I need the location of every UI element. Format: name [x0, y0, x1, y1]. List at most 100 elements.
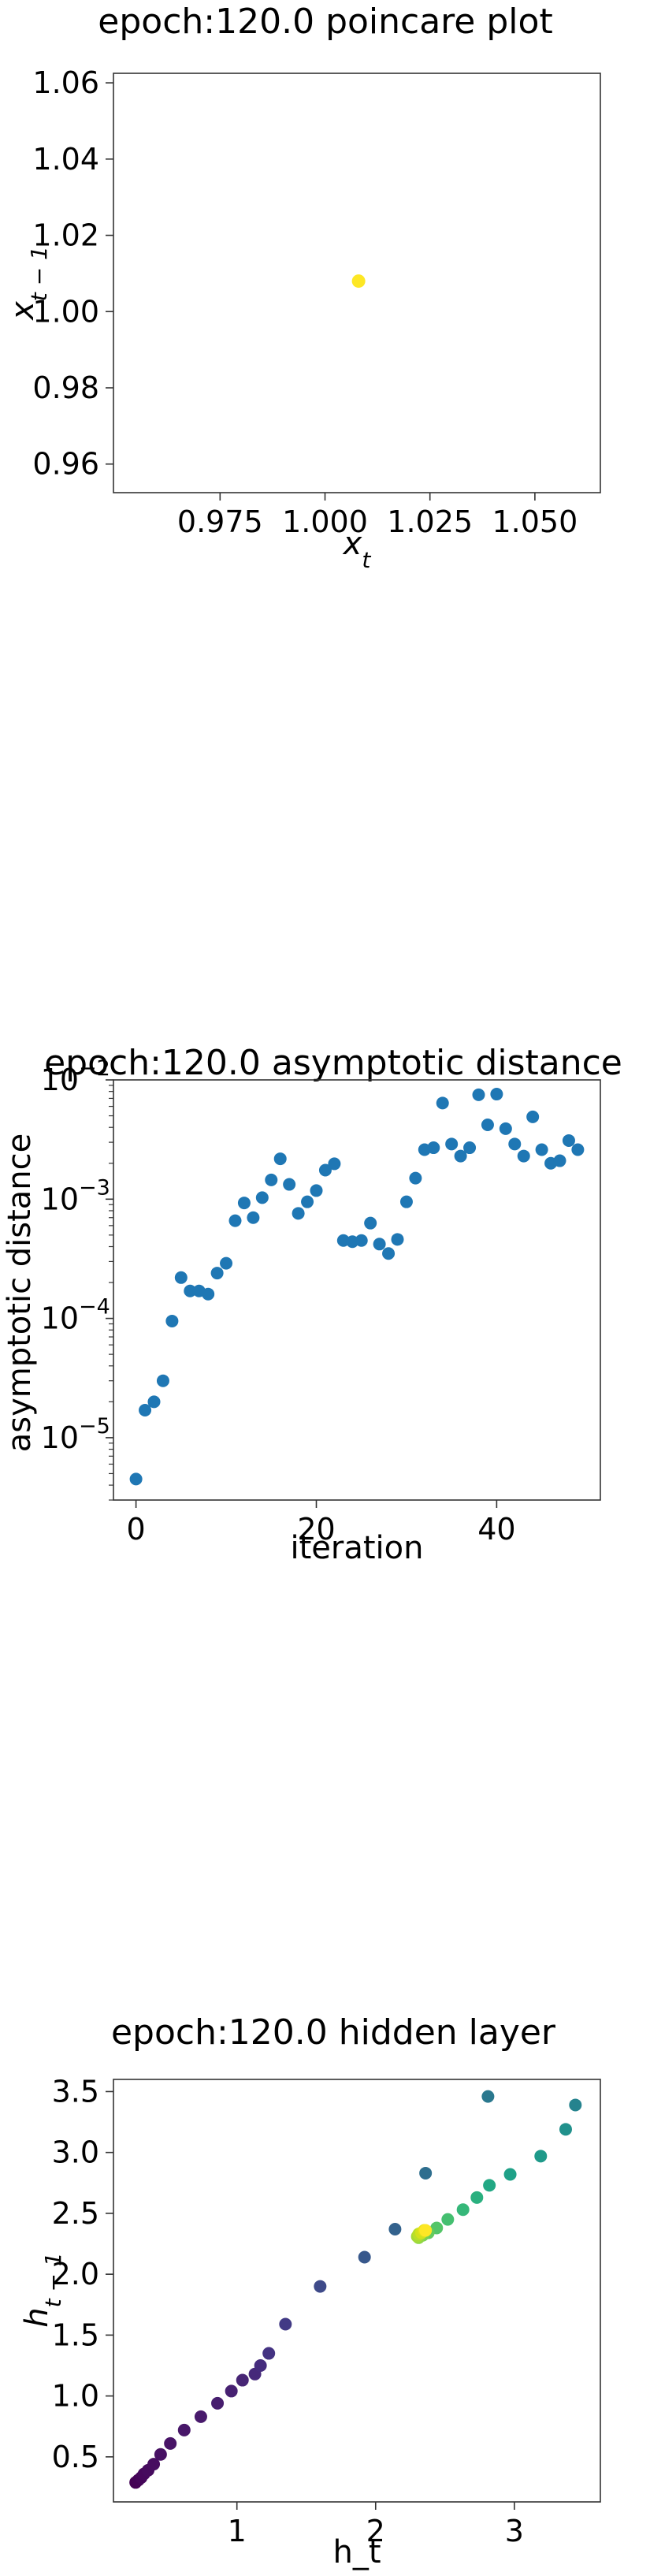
distance-x-ticks: 0 20 40: [127, 1500, 516, 1547]
x-tick-label: 1.000: [282, 504, 368, 539]
data-point: [156, 1374, 169, 1387]
y-tick-label: 1.00: [32, 294, 99, 329]
poincare-y-ticks: 0.96 0.98 1.00 1.02 1.04 1.06: [32, 65, 113, 482]
x-tick-label: 20: [297, 1512, 335, 1547]
y-tick-label: 3.0: [52, 2135, 99, 2170]
data-point: [154, 2448, 167, 2461]
data-point: [534, 2150, 548, 2163]
data-point: [164, 2436, 177, 2450]
data-point: [292, 1207, 305, 1220]
data-point: [445, 1137, 459, 1151]
data-point: [318, 1163, 332, 1177]
data-point: [373, 1238, 386, 1251]
data-point: [483, 2179, 496, 2192]
y-tick-label: 1.04: [32, 142, 99, 177]
y-tick-exponent: −2: [79, 1056, 110, 1081]
data-point: [355, 1234, 368, 1247]
data-point: [236, 2373, 249, 2387]
x-tick-label: 2: [366, 2514, 385, 2548]
x-tick-label: 40: [477, 1512, 515, 1547]
data-point: [184, 1284, 197, 1297]
data-point: [481, 1119, 494, 1132]
data-point: [310, 1184, 323, 1197]
poincare-title: epoch:120.0 poincare plot: [98, 2, 552, 42]
data-point: [358, 2250, 371, 2264]
poincare-points: [351, 274, 366, 288]
data-point: [508, 1137, 522, 1151]
y-tick-label: 0.98: [32, 370, 99, 405]
data-point: [283, 1178, 296, 1191]
y-tick-label: 0.96: [32, 447, 99, 482]
data-point: [490, 1088, 503, 1101]
data-point: [553, 1154, 566, 1167]
data-point: [211, 2396, 225, 2410]
data-point: [569, 2098, 582, 2112]
y-tick-label: 10: [41, 1420, 79, 1455]
data-point: [391, 1233, 404, 1246]
data-point: [454, 1149, 467, 1163]
data-point: [220, 1256, 233, 1270]
data-point: [147, 1395, 161, 1409]
data-point: [499, 1122, 512, 1135]
data-point: [247, 1211, 260, 1224]
hidden-title: epoch:120.0 hidden layer: [111, 2012, 556, 2053]
x-tick-label: 1.025: [387, 504, 473, 539]
y-tick-label: 2.5: [52, 2196, 99, 2231]
data-point: [174, 1271, 188, 1284]
distance-plot-area: [113, 1079, 601, 1501]
data-point: [456, 2203, 470, 2217]
distance-ylabel: asymptotic distance: [2, 1134, 38, 1453]
data-point: [571, 1143, 585, 1156]
data-point: [225, 2384, 238, 2398]
data-point: [503, 2168, 517, 2181]
x-tick-label: 3: [505, 2514, 524, 2548]
data-point: [147, 2458, 161, 2471]
data-point: [273, 1152, 287, 1166]
data-point: [419, 2224, 433, 2237]
hidden-x-ticks: 1 2 3: [228, 2502, 524, 2548]
data-point: [301, 1195, 314, 1208]
data-point: [441, 2213, 455, 2226]
data-point: [228, 1214, 242, 1227]
data-point: [535, 1143, 548, 1156]
data-point: [481, 2090, 495, 2103]
data-point: [526, 1110, 540, 1123]
data-point: [165, 1314, 179, 1327]
data-point: [382, 1247, 396, 1260]
x-tick-label: 0: [127, 1512, 146, 1547]
data-point: [559, 2123, 572, 2136]
data-point: [562, 1134, 575, 1147]
y-tick-label: 2.0: [52, 2257, 99, 2291]
data-point: [328, 1157, 341, 1171]
data-point: [237, 1197, 251, 1210]
hidden-chart: epoch:120.0 hidden layer 1 2 3 0.5 1.0 1.5 2.…: [19, 2012, 601, 2570]
data-point: [472, 1088, 485, 1101]
y-tick-exponent: −3: [79, 1175, 110, 1200]
data-point: [265, 1173, 278, 1186]
y-tick-label: 10: [41, 1182, 79, 1216]
hidden-ylabel: ht − 1: [19, 2252, 66, 2327]
x-tick-label: 1.050: [492, 504, 578, 539]
data-point: [279, 2317, 292, 2331]
data-point: [409, 1171, 422, 1185]
data-point: [254, 2358, 267, 2372]
data-point: [202, 1287, 215, 1301]
data-point: [262, 2347, 276, 2360]
y-tick-label: 10: [41, 1301, 79, 1336]
distance-xlabel: iteration: [291, 1530, 424, 1566]
distance-y-ticks: 10−510−410−310−2: [41, 1056, 113, 1501]
data-point: [436, 1096, 449, 1110]
y-tick-exponent: −5: [79, 1414, 110, 1439]
data-point: [351, 274, 366, 288]
y-tick-exponent: −4: [79, 1295, 110, 1320]
y-tick-label: 0.5: [52, 2440, 99, 2474]
data-point: [255, 1191, 269, 1204]
data-point: [194, 2410, 207, 2423]
poincare-chart: epoch:120.0 poincare plot 0.975 1.000 1.02…: [5, 2, 601, 573]
data-point: [470, 2191, 484, 2204]
poincare-plot-area: [113, 73, 601, 493]
data-point: [419, 2166, 433, 2180]
x-tick-label: 1: [228, 2514, 247, 2548]
data-point: [517, 1149, 530, 1163]
